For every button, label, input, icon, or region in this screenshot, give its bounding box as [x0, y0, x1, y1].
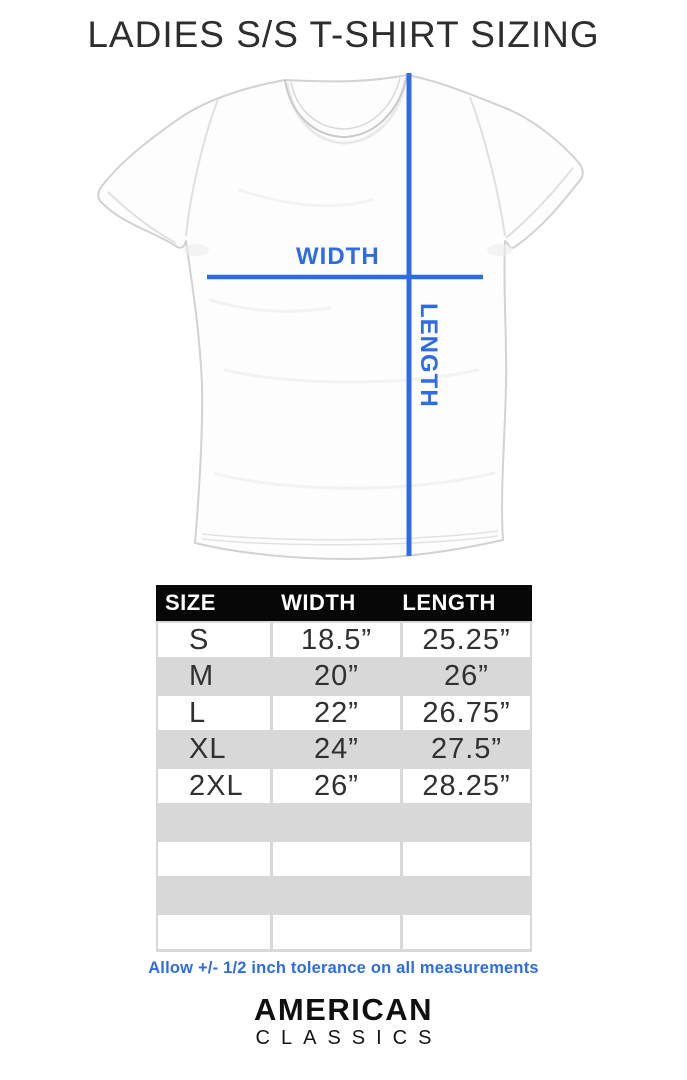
table-row-m: M 20” 26” — [158, 660, 530, 694]
empty-cell — [158, 842, 270, 876]
empty-cell — [158, 915, 270, 949]
length-measure-label: LENGTH — [415, 303, 442, 408]
width-measure-label: WIDTH — [296, 243, 380, 270]
size-chart-table: SIZE WIDTH LENGTH S 18.5” 25.25” M 20” 2… — [156, 585, 532, 952]
brand-logo: AMERICAN CLASSICS — [0, 992, 687, 1050]
right-underarm-shadow — [487, 244, 513, 256]
empty-cell — [403, 842, 530, 876]
empty-cell — [273, 806, 400, 840]
table-row-l: L 22” 26.75” — [158, 696, 530, 730]
empty-row — [158, 879, 530, 913]
cell-width: 20” — [314, 660, 359, 692]
cell-width: 24” — [314, 733, 359, 765]
empty-row — [158, 842, 530, 876]
cell-size: 2XL — [158, 769, 270, 803]
sleeve-hem-stitching — [107, 167, 574, 244]
cell-size: XL — [189, 733, 227, 765]
hem-stitching — [201, 530, 499, 546]
cell-length: 26” — [444, 660, 489, 692]
empty-cell — [403, 806, 530, 840]
cell-size: M — [189, 660, 215, 692]
empty-cell — [273, 915, 400, 949]
collar-inner — [290, 77, 401, 130]
table-row-2xl: 2XL 26” 28.25” — [158, 769, 530, 803]
table-row-xl: XL 24” 27.5” — [158, 733, 530, 767]
cell-size: L — [158, 696, 270, 730]
table-row-s: S 18.5” 25.25” — [158, 623, 530, 657]
cell-size: S — [158, 623, 270, 657]
tolerance-note: Allow +/- 1/2 inch tolerance on all meas… — [148, 959, 539, 977]
empty-cell — [403, 879, 530, 913]
cell-length: 25.25” — [403, 623, 530, 657]
table-header-row: SIZE WIDTH LENGTH — [156, 585, 532, 621]
empty-cell — [158, 806, 270, 840]
header-size: SIZE — [165, 590, 216, 615]
cell-length: 27.5” — [430, 733, 503, 765]
empty-cell — [273, 842, 400, 876]
header-width: WIDTH — [281, 590, 356, 615]
empty-row — [158, 806, 530, 840]
cell-width: 18.5” — [273, 623, 400, 657]
empty-row — [158, 915, 530, 949]
cell-length: 26.75” — [403, 696, 530, 730]
shirt-wrinkles — [208, 188, 496, 490]
left-underarm-shadow — [183, 244, 209, 256]
brand-american: AMERICAN — [253, 992, 434, 1027]
empty-cell — [273, 879, 400, 913]
cell-width: 26” — [273, 769, 400, 803]
cell-width: 22” — [273, 696, 400, 730]
cell-length: 28.25” — [403, 769, 530, 803]
collar-outer — [284, 74, 408, 139]
header-length: LENGTH — [402, 590, 496, 615]
brand-classics: CLASSICS — [255, 1027, 443, 1049]
table-body: S 18.5” 25.25” M 20” 26” L 22” 26.75” XL… — [156, 621, 532, 952]
empty-cell — [403, 915, 530, 949]
sleeve-seams — [185, 96, 506, 237]
empty-cell — [158, 879, 270, 913]
page-title: LADIES S/S T-SHIRT SIZING — [87, 14, 600, 55]
shirt-body — [97, 74, 584, 560]
